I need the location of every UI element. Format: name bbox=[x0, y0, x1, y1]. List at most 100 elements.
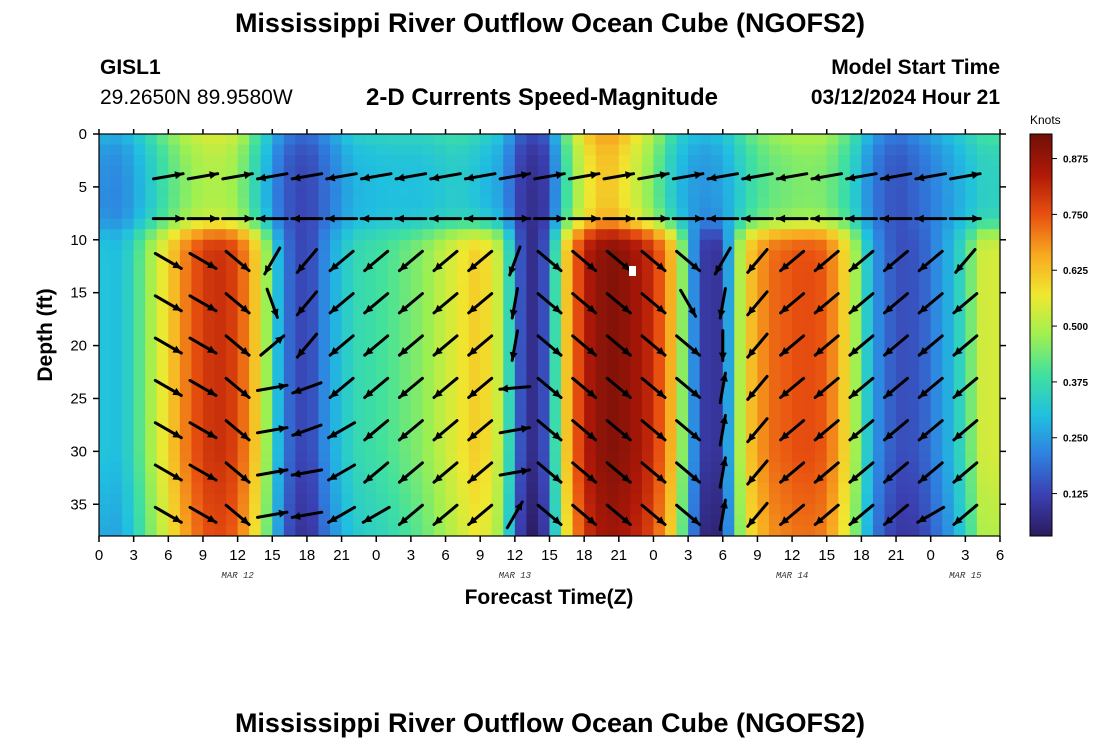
heatmap-cell bbox=[353, 409, 366, 421]
heatmap-cell bbox=[988, 483, 1000, 495]
heatmap-cell bbox=[283, 271, 296, 283]
heatmap-cell bbox=[214, 250, 227, 262]
heatmap-cell bbox=[907, 387, 920, 400]
heatmap-cell bbox=[179, 345, 193, 357]
heatmap-cell bbox=[711, 525, 724, 536]
heatmap-cell bbox=[399, 324, 412, 336]
heatmap-cell bbox=[503, 218, 516, 230]
heatmap-cell bbox=[976, 356, 990, 368]
heatmap-cell bbox=[376, 282, 389, 294]
heatmap-cell bbox=[722, 493, 735, 505]
heatmap-cell bbox=[353, 440, 366, 452]
heatmap-cell bbox=[318, 398, 331, 410]
heatmap-cell bbox=[514, 155, 527, 167]
heatmap-cell bbox=[133, 451, 146, 463]
heatmap-cell bbox=[156, 345, 169, 357]
heatmap-cell bbox=[202, 250, 216, 262]
y-tick-label: 5 bbox=[79, 179, 87, 196]
heatmap-cell bbox=[861, 197, 874, 209]
heatmap-cell bbox=[595, 186, 608, 199]
current-vector bbox=[813, 503, 840, 526]
heatmap-cell bbox=[330, 483, 343, 495]
heatmap-cell bbox=[457, 451, 470, 463]
heatmap-cell bbox=[711, 155, 724, 167]
heatmap-cell bbox=[503, 430, 516, 442]
heatmap-cell bbox=[549, 250, 562, 262]
heatmap-cell bbox=[122, 335, 135, 347]
heatmap-cell bbox=[872, 366, 886, 378]
heatmap-cell bbox=[226, 345, 239, 357]
heatmap-cell bbox=[861, 387, 874, 400]
heatmap-cell bbox=[260, 186, 273, 199]
heatmap-cell bbox=[757, 271, 770, 283]
heatmap-cell bbox=[699, 483, 712, 495]
heatmap-cell bbox=[976, 239, 990, 251]
heatmap-cell bbox=[745, 366, 759, 378]
heatmap-cell bbox=[353, 366, 366, 378]
heatmap-cell bbox=[156, 504, 169, 516]
heatmap-cell bbox=[688, 335, 701, 347]
heatmap-cell bbox=[884, 335, 897, 347]
heatmap-cell bbox=[156, 514, 169, 527]
heatmap-cell bbox=[283, 398, 296, 410]
heatmap-cell bbox=[699, 472, 712, 484]
heatmap-cell bbox=[584, 144, 597, 156]
heatmap-cell bbox=[503, 197, 516, 209]
current-vector bbox=[779, 292, 806, 315]
heatmap-cell bbox=[734, 440, 747, 452]
heatmap-cell bbox=[214, 303, 227, 315]
heatmap-cell bbox=[283, 419, 296, 431]
heatmap-cell bbox=[433, 335, 447, 347]
heatmap-cell bbox=[815, 155, 828, 167]
heatmap-cell bbox=[896, 218, 909, 230]
heatmap-cell bbox=[665, 409, 678, 421]
heatmap-cell bbox=[353, 335, 366, 347]
heatmap-cell bbox=[353, 155, 366, 167]
heatmap-cell bbox=[988, 377, 1000, 389]
heatmap-cell bbox=[768, 430, 782, 442]
heatmap-cell bbox=[676, 356, 689, 368]
heatmap-cell bbox=[387, 239, 400, 251]
heatmap-cell bbox=[607, 387, 620, 400]
heatmap-cell bbox=[179, 461, 193, 474]
current-vector bbox=[813, 334, 840, 357]
current-vector bbox=[295, 290, 319, 317]
heatmap-cell bbox=[976, 377, 990, 389]
heatmap-cell bbox=[930, 260, 943, 273]
heatmap-cell bbox=[745, 218, 759, 230]
heatmap-cell bbox=[711, 461, 724, 474]
heatmap-cell bbox=[826, 229, 839, 241]
heatmap-cell bbox=[965, 260, 978, 273]
heatmap-cell bbox=[306, 430, 320, 442]
heatmap-cell bbox=[572, 440, 585, 452]
heatmap-cell bbox=[491, 186, 504, 199]
heatmap-cell bbox=[757, 218, 770, 230]
current-vector bbox=[602, 214, 636, 223]
heatmap-cell bbox=[584, 356, 597, 368]
heatmap-cell bbox=[711, 409, 724, 421]
heatmap-cell bbox=[618, 229, 631, 241]
heatmap-cell bbox=[803, 324, 816, 336]
heatmap-cell bbox=[295, 134, 308, 146]
current-vector bbox=[363, 292, 390, 315]
heatmap-cell bbox=[803, 282, 816, 294]
heatmap-cell bbox=[907, 377, 920, 389]
heatmap-cell bbox=[214, 239, 227, 251]
x-tick-label: 0 bbox=[372, 547, 380, 564]
heatmap-cell bbox=[122, 514, 135, 527]
heatmap-cell bbox=[803, 493, 816, 505]
current-vector bbox=[640, 249, 667, 273]
heatmap-cell bbox=[503, 292, 516, 304]
heatmap-cell bbox=[457, 430, 470, 442]
heatmap-cell bbox=[122, 324, 135, 336]
heatmap-cell bbox=[433, 451, 447, 463]
heatmap-cell bbox=[549, 208, 562, 220]
current-vector bbox=[602, 171, 636, 181]
heatmap-cell bbox=[572, 260, 585, 273]
heatmap-cell bbox=[260, 483, 273, 495]
heatmap-cell bbox=[930, 525, 943, 536]
heatmap-cell bbox=[688, 218, 701, 230]
heatmap-cell bbox=[965, 239, 978, 251]
heatmap-cell bbox=[318, 345, 331, 357]
current-vector bbox=[883, 503, 909, 526]
